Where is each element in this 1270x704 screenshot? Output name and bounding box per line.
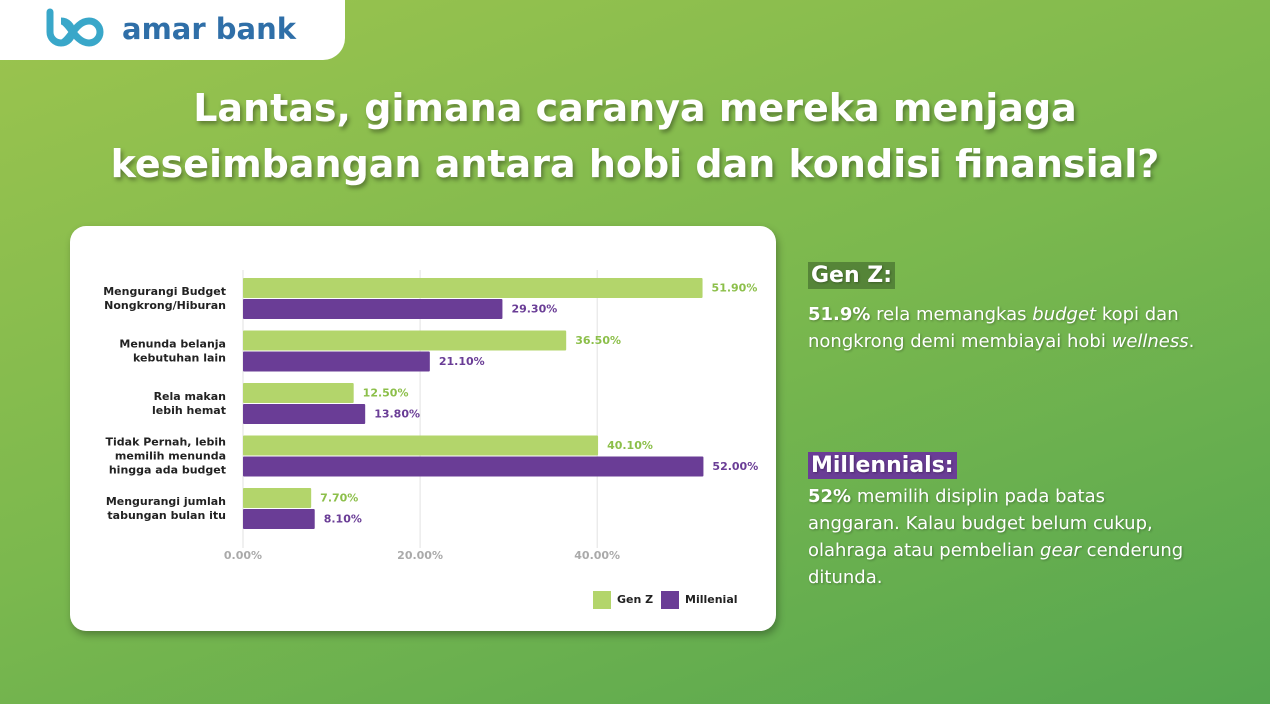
note-part: cenderung ditunda. (808, 540, 1184, 588)
note-heading: Gen Z: (808, 262, 896, 289)
value-label: 36.50% (575, 334, 621, 347)
bar (243, 383, 354, 403)
x-tick-label: 40.00% (574, 549, 620, 562)
bar (243, 351, 430, 372)
note-text: 52% memilih disiplin pada batas anggaran… (808, 483, 1198, 591)
note-part: 51.9% (808, 304, 871, 325)
bar (243, 404, 366, 424)
title: Lantas, gimana caranya mereka menjaga ke… (0, 80, 1270, 192)
note-part: rela memangkas (870, 304, 1033, 325)
value-label: 40.10% (607, 439, 653, 452)
y-tick-label: Menunda belanja kebutuhan lain (119, 338, 226, 365)
note-text: 51.9% rela memangkas budget kopi dan non… (808, 301, 1198, 355)
logo-icon (46, 8, 104, 47)
logo-text: amar bank (122, 12, 297, 46)
value-label: 29.30% (511, 303, 557, 316)
bar (243, 278, 703, 298)
title-line: keseimbangan antara hobi dan kondisi fin… (110, 142, 1160, 186)
title-line: Lantas, gimana caranya mereka menjaga (193, 86, 1077, 130)
x-tick-label: 20.00% (397, 549, 443, 562)
logo: amar bank (0, 0, 345, 60)
value-label: 8.10% (324, 513, 362, 526)
note: Gen Z: 51.9% rela memangkas budget kopi d… (808, 262, 1198, 355)
value-label: 51.90% (712, 282, 758, 295)
note-part: wellness (1111, 331, 1189, 352)
note-part: gear (1040, 540, 1081, 561)
bar (243, 456, 704, 477)
y-tick-label: Tidak Pernah, lebih memilih menunda hingga… (106, 436, 226, 477)
chart: 0.00% 20.00% 40.00% Mengurangi Budget Nongkr… (103, 270, 758, 609)
value-label: 7.70% (320, 492, 358, 505)
chart-card: 0.00% 20.00% 40.00% Mengurangi Budget Nongkr… (70, 226, 776, 631)
bar (243, 488, 312, 508)
legend-label: Millenial (685, 593, 738, 606)
bar (243, 330, 567, 351)
value-label: 12.50% (363, 387, 409, 400)
value-label: 52.00% (712, 460, 758, 473)
note: Millennials: 52% memilih disiplin pada ba… (808, 452, 1198, 591)
note-part: 52% (808, 486, 852, 507)
bar (243, 299, 503, 319)
y-tick-label: Mengurangi jumlah tabungan bulan itu (106, 495, 226, 522)
x-tick-label: 0.00% (224, 549, 262, 562)
legend-swatch (593, 591, 611, 609)
y-tick-label: Rela makan lebih hemat (152, 390, 226, 417)
value-label: 13.80% (374, 408, 420, 421)
note-part: kopi dan nongkrong demi membiayai hobi (808, 304, 1179, 352)
note-part: memilih disiplin pada batas anggaran. Ka… (808, 486, 1153, 561)
legend-swatch (661, 591, 679, 609)
bar (243, 435, 599, 456)
legend-label: Gen Z (617, 593, 653, 606)
note-heading: Millennials: (808, 452, 957, 479)
bar (243, 509, 315, 529)
note-part: budget (1032, 304, 1097, 325)
value-label: 21.10% (439, 355, 485, 368)
note-part: . (1188, 331, 1195, 352)
y-tick-label: Mengurangi Budget Nongkrong/Hiburan (103, 285, 226, 312)
